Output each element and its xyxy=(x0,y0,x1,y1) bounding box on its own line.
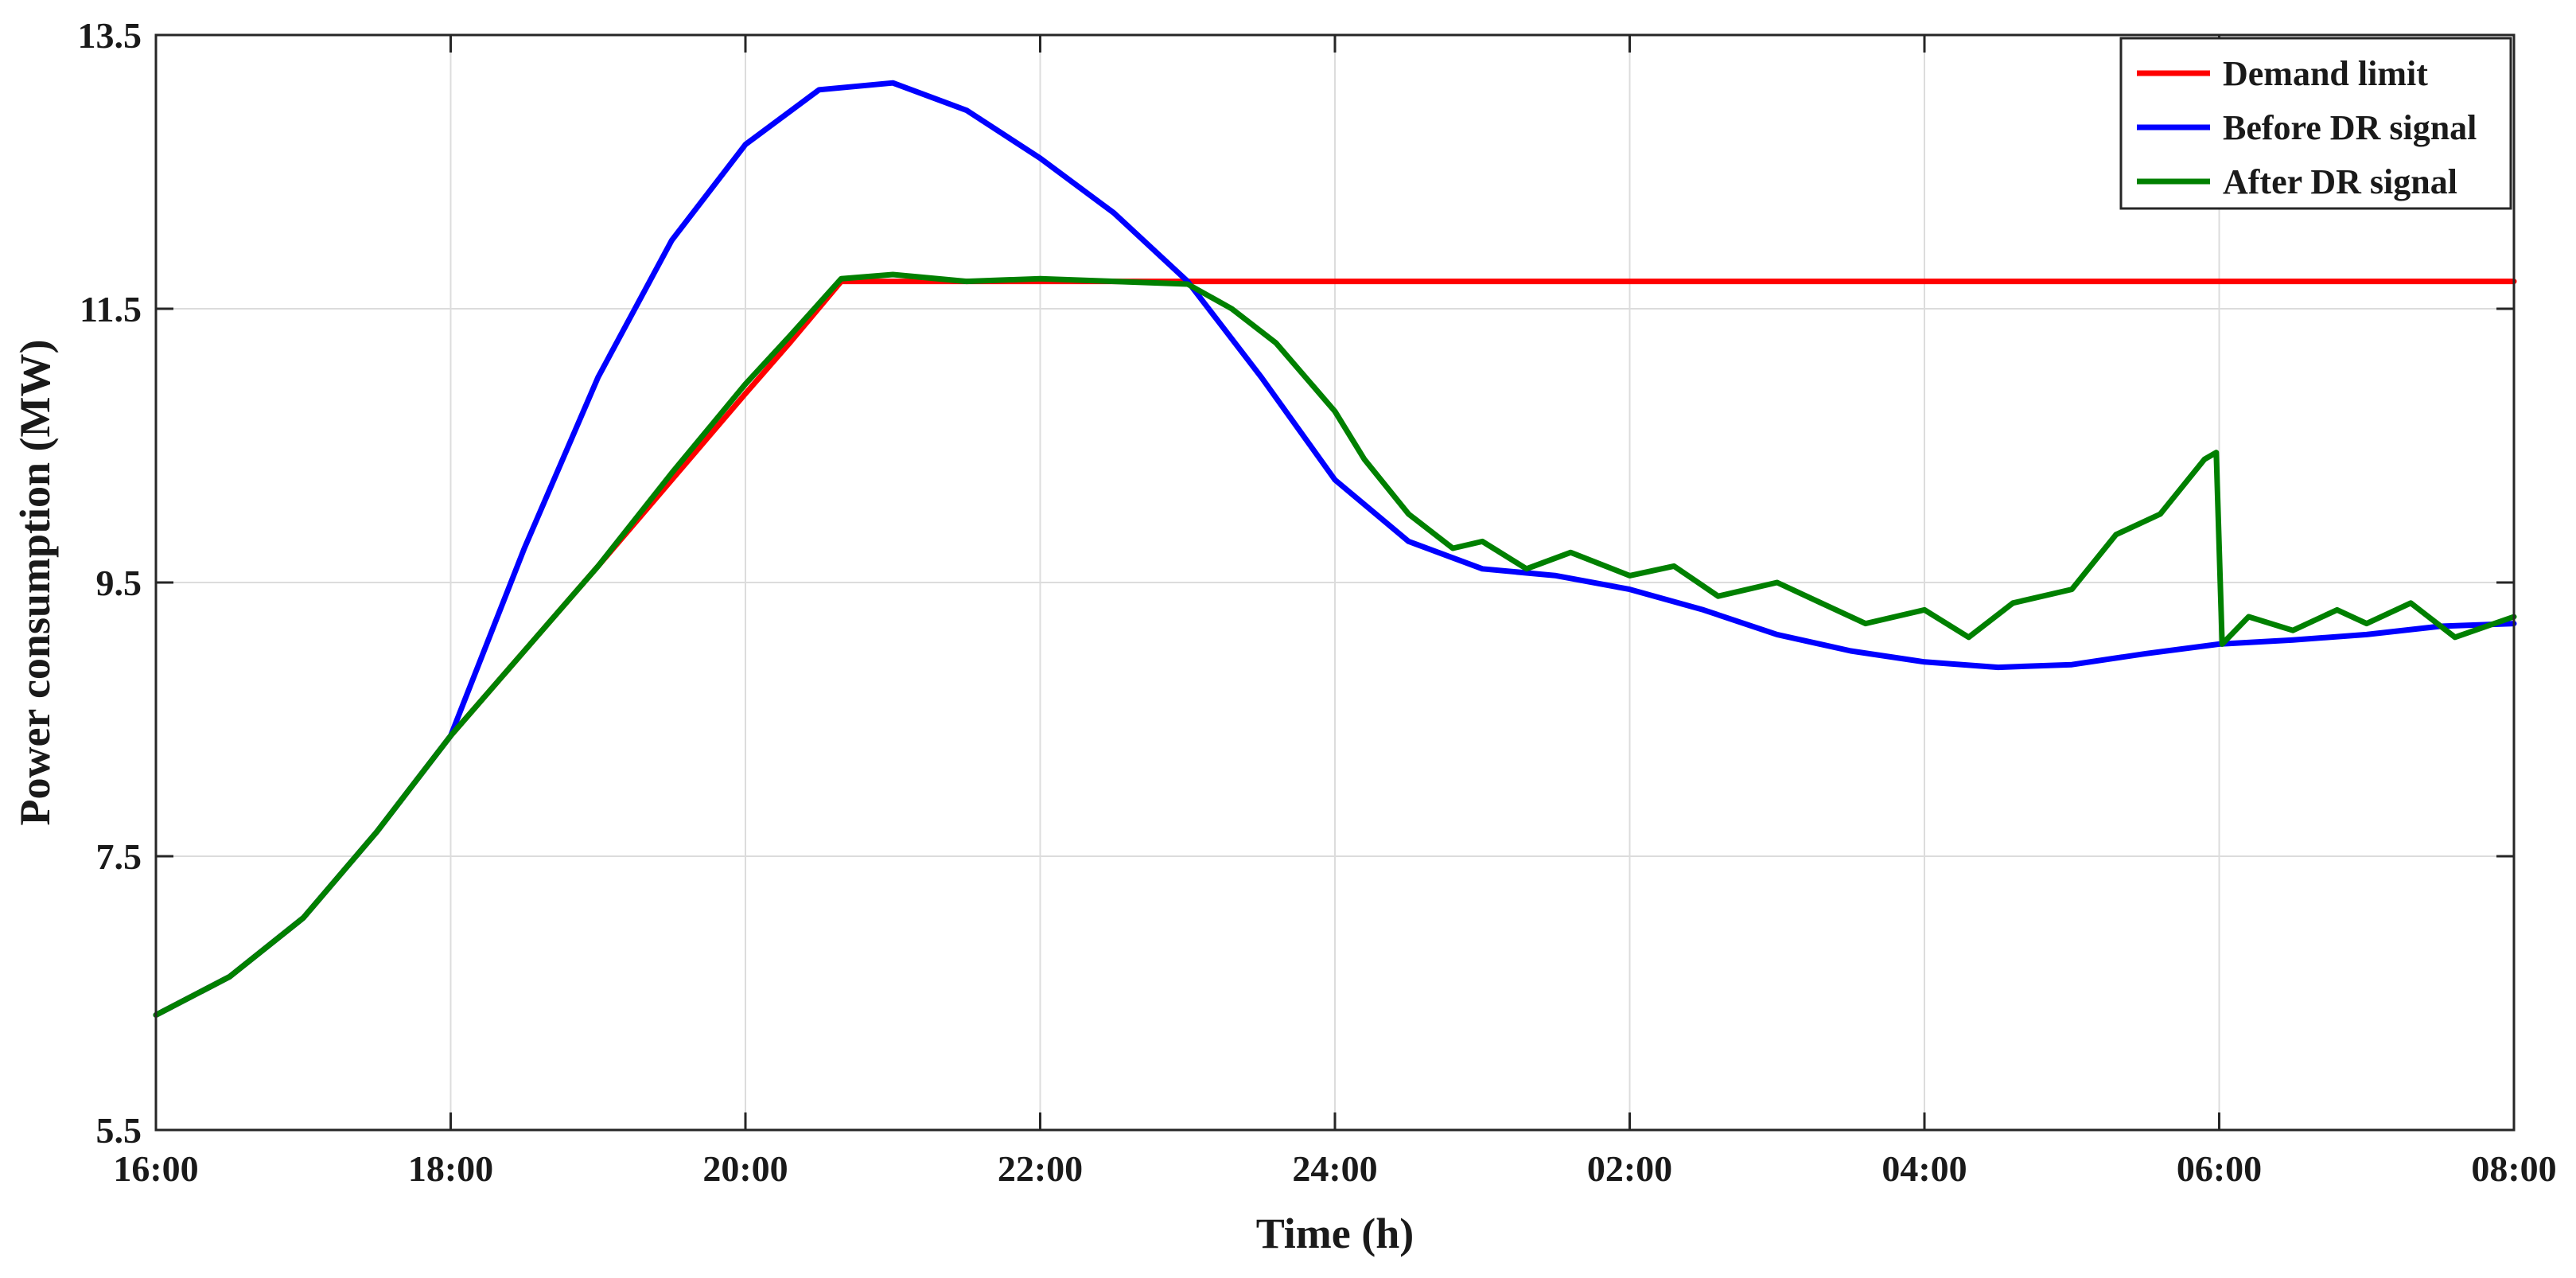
grid-lines xyxy=(156,35,2514,1130)
y-tick-label: 9.5 xyxy=(96,563,142,603)
x-tick-label: 20:00 xyxy=(702,1148,788,1189)
series-line-before-dr-signal xyxy=(153,80,2517,1018)
x-tick-label: 08:00 xyxy=(2471,1148,2556,1189)
legend-label: After DR signal xyxy=(2223,162,2457,201)
axis-ticks xyxy=(154,33,2516,1132)
tick-labels: 16:00 18:00 20:00 22:00 24:00 02:00 04:00 06:00… xyxy=(78,15,2557,1189)
x-tick-label: 22:00 xyxy=(998,1148,1083,1189)
x-tick-label: 06:00 xyxy=(2177,1148,2262,1189)
series-lines xyxy=(153,80,2517,1018)
x-tick-label: 02:00 xyxy=(1587,1148,1672,1189)
x-tick-label: 04:00 xyxy=(1881,1148,1967,1189)
x-tick-label: 24:00 xyxy=(1292,1148,1377,1189)
y-axis-title: Power consumption (MW) xyxy=(11,340,59,826)
legend-label: Demand limit xyxy=(2223,54,2428,93)
series-line-after-dr-signal xyxy=(153,271,2517,1018)
legend-label: Before DR signal xyxy=(2223,108,2477,147)
x-tick-label: 18:00 xyxy=(408,1148,493,1189)
y-tick-label: 5.5 xyxy=(96,1110,142,1151)
y-tick-label: 11.5 xyxy=(80,289,142,329)
x-tick-label: 16:00 xyxy=(113,1148,198,1189)
y-tick-label: 7.5 xyxy=(96,836,142,877)
legend: Demand limit Before DR signal After DR sig… xyxy=(2119,37,2512,210)
y-tick-label: 13.5 xyxy=(78,15,142,56)
x-axis-title: Time (h) xyxy=(1256,1210,1414,1257)
